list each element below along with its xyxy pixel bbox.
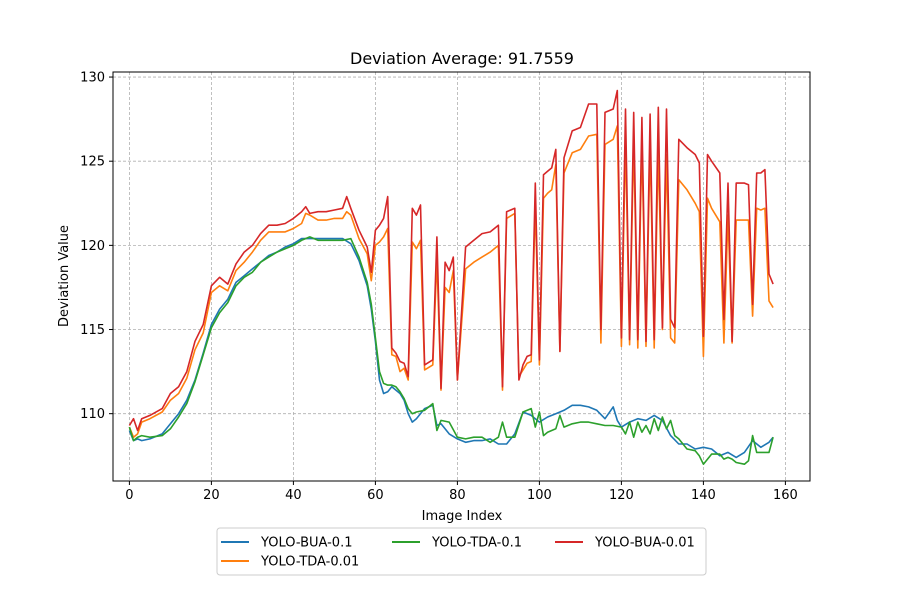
x-axis-label: Image Index bbox=[422, 509, 503, 524]
x-tick-label: 60 bbox=[367, 488, 384, 503]
series-line-yolo-tda-0-1 bbox=[128, 236, 774, 466]
y-tick-label: 130 bbox=[80, 71, 105, 86]
y-tick-label: 115 bbox=[80, 323, 105, 338]
x-tick-label: 120 bbox=[609, 488, 634, 503]
y-tick-label: 110 bbox=[80, 407, 105, 422]
x-tick-label: 40 bbox=[285, 488, 302, 503]
y-tick-label: 125 bbox=[80, 155, 105, 170]
x-tick-label: 0 bbox=[125, 488, 133, 503]
legend-label-yolo-bua-0-01: YOLO-BUA-0.01 bbox=[594, 536, 695, 551]
chart-title: Deviation Average: 91.7559 bbox=[350, 49, 574, 68]
legend-label-yolo-tda-0-1: YOLO-TDA-0.1 bbox=[431, 536, 522, 551]
series-lines bbox=[128, 89, 774, 466]
legend: YOLO-BUA-0.1 YOLO-TDA-0.1 YOLO-BUA-0.01 YOL… bbox=[216, 527, 707, 576]
x-axis-ticks: 0 20 40 60 80 100 120 140 160 bbox=[125, 481, 798, 503]
grid-lines bbox=[113, 72, 810, 481]
legend-label-yolo-bua-0-1: YOLO-BUA-0.1 bbox=[260, 536, 352, 551]
y-axis-ticks: 110 115 120 125 130 bbox=[80, 71, 113, 422]
x-tick-label: 20 bbox=[203, 488, 220, 503]
legend-box bbox=[216, 527, 707, 576]
plot-frame bbox=[112, 71, 811, 482]
y-tick-label: 120 bbox=[80, 239, 105, 254]
x-tick-label: 160 bbox=[773, 488, 798, 503]
legend-label-yolo-tda-0-01: YOLO-TDA-0.01 bbox=[260, 555, 359, 570]
x-tick-label: 140 bbox=[691, 488, 716, 503]
y-axis-label: Deviation Value bbox=[57, 225, 72, 327]
x-tick-label: 100 bbox=[527, 488, 552, 503]
series-line-yolo-bua-0-01 bbox=[128, 89, 774, 432]
x-tick-label: 80 bbox=[449, 488, 466, 503]
